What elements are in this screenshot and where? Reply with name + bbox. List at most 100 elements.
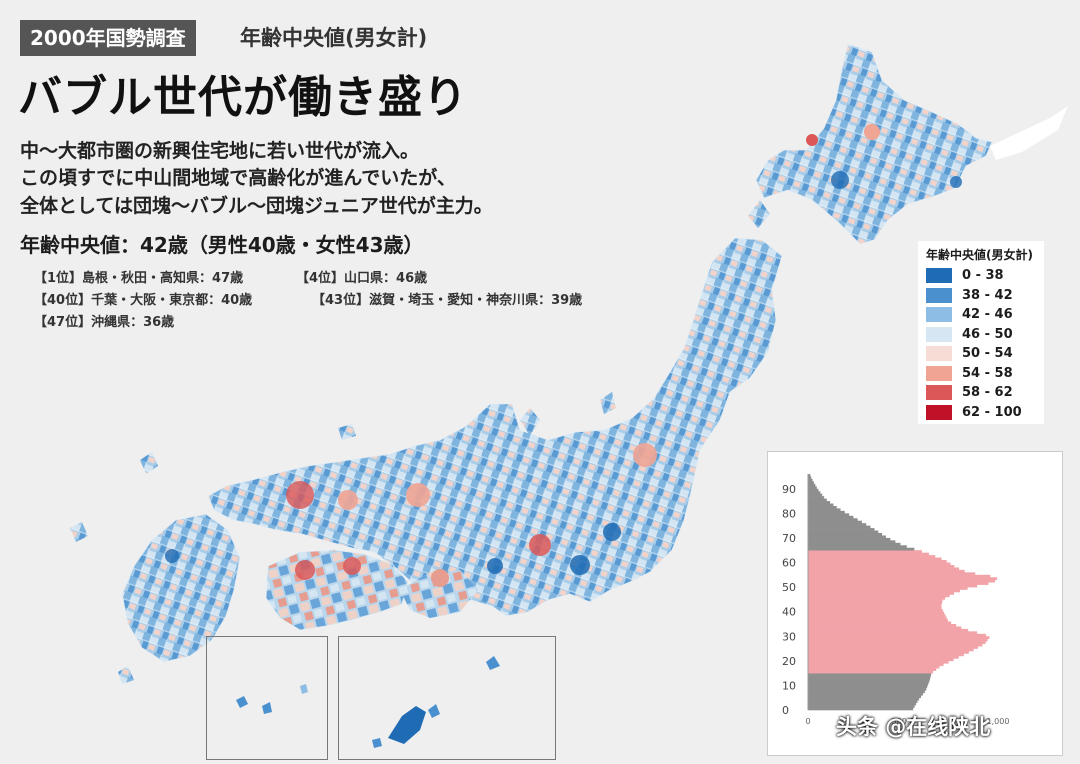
legend-label: 54 - 58	[962, 365, 1013, 381]
pyramid-bar	[808, 486, 817, 490]
pyramid-bar-working-age	[808, 651, 969, 654]
pyramid-bar-working-age	[808, 663, 944, 667]
pyramid-bar-working-age	[808, 665, 940, 669]
pyramid-bar-working-age	[808, 670, 934, 674]
pyramid-age-tick: 30	[782, 630, 796, 643]
pyramid-bar-working-age	[808, 589, 960, 593]
pyramid-bar	[808, 474, 811, 477]
pyramid-bar-working-age	[808, 569, 965, 573]
pyramid-bar	[808, 496, 825, 499]
pyramid-bar	[808, 678, 930, 681]
pyramid-bar-working-age	[808, 601, 942, 605]
pyramid-bar	[808, 478, 813, 482]
pyramid-bar-working-age	[808, 638, 988, 642]
inset-box-islands-2	[338, 636, 556, 760]
pyramid-bar	[808, 692, 923, 696]
age-pyramid-chart: 90 80 70 60 50 40 30 20 10 0 0 500,0 1,000	[782, 474, 1009, 726]
map-hotspots	[165, 124, 962, 587]
pyramid-bar-working-age	[808, 567, 960, 571]
inset-box-islands-1	[206, 636, 328, 760]
pyramid-bar	[808, 695, 922, 699]
legend-item: 54 - 58	[926, 364, 1036, 384]
kyushu-region	[121, 513, 241, 663]
pyramid-bar-working-age	[808, 623, 957, 627]
pyramid-bar	[808, 481, 814, 485]
pyramid-bar-working-age	[808, 619, 948, 622]
pyramid-bar-working-age	[808, 560, 947, 563]
legend-swatch	[926, 385, 952, 401]
pyramid-age-tick: 40	[782, 606, 796, 619]
pyramid-bar	[808, 682, 929, 686]
legend-item: 58 - 62	[926, 383, 1036, 403]
pyramid-bar	[808, 547, 915, 551]
pyramid-age-tick: 80	[782, 507, 796, 520]
ranking-item: 【1位】島根・秋田・高知県：47歳	[34, 271, 244, 286]
legend-label: 0 - 38	[962, 268, 1004, 284]
legend-label: 42 - 46	[962, 307, 1013, 323]
pyramid-bar-working-age	[808, 628, 969, 632]
legend-item: 38 - 42	[926, 286, 1036, 306]
pyramid-bar	[808, 673, 932, 676]
pyramid-bar	[808, 493, 823, 497]
pyramid-bar	[808, 503, 834, 507]
pyramid-bar	[808, 690, 925, 694]
legend-swatch	[926, 326, 952, 342]
legend-label: 50 - 54	[962, 346, 1013, 362]
body-line-2: この頃すでに中山間地域で高齢化が進んでいたが、	[20, 167, 456, 189]
pyramid-bar-working-age	[808, 555, 936, 558]
pyramid-age-tick: 10	[782, 679, 796, 692]
pyramid-bar	[808, 685, 928, 689]
pyramid-age-tick: 90	[782, 483, 796, 496]
pyramid-x-tick: 500,0	[892, 717, 915, 726]
pyramid-bar-working-age	[808, 584, 978, 588]
pyramid-age-tick: 70	[782, 532, 796, 545]
legend-label: 46 - 50	[962, 326, 1013, 342]
pyramid-bar	[808, 476, 812, 480]
pyramid-bar-working-age	[808, 599, 943, 603]
legend-items: 0 - 38 38 - 42 42 - 46 46 - 50 50 - 54 54 - 5…	[926, 266, 1036, 422]
legend-swatch	[926, 346, 952, 362]
pyramid-bar	[808, 530, 879, 534]
ranking-item: 【4位】山口県：46歳	[296, 271, 428, 286]
pyramid-bar-working-age	[808, 550, 922, 553]
pyramid-bar-working-age	[808, 616, 947, 620]
pyramid-bar	[808, 687, 927, 691]
legend-swatch	[926, 307, 952, 323]
pyramid-bar-working-age	[808, 641, 986, 644]
pyramid-bar-working-age	[808, 587, 968, 590]
pyramid-bar-working-age	[808, 626, 962, 630]
honshu-region	[207, 237, 783, 617]
legend-item: 0 - 38	[926, 266, 1036, 286]
age-pyramid-panel: 90 80 70 60 50 40 30 20 10 0 0 500,0 1,000	[767, 451, 1063, 756]
pyramid-bar	[808, 537, 891, 541]
legend-label: 38 - 42	[962, 287, 1013, 303]
pyramid-x-tick: 0	[805, 717, 810, 726]
legend-swatch	[926, 365, 952, 381]
ranking-item: 【47位】沖縄県：36歳	[34, 315, 175, 330]
pyramid-bar-working-age	[808, 564, 955, 568]
legend-item: 50 - 54	[926, 344, 1036, 364]
legend-title: 年齢中央値(男女計)	[926, 248, 1033, 262]
pyramid-bar	[808, 545, 907, 549]
pyramid-bar-working-age	[808, 609, 943, 612]
pyramid-bar-working-age	[808, 631, 978, 635]
pyramid-bar-working-age	[808, 577, 998, 581]
map-legend: 年齢中央値(男女計) 0 - 38 38 - 42 42 - 46 46 - 50 50…	[918, 241, 1044, 424]
pyramid-bar-working-age	[808, 653, 964, 657]
pyramid-bar	[808, 508, 841, 512]
inset-islands	[236, 656, 500, 748]
pyramid-age-tick: 50	[782, 581, 796, 594]
pyramid-bar-working-age	[808, 572, 976, 576]
pyramid-bar-working-age	[808, 594, 950, 598]
pyramid-age-tick: 20	[782, 655, 796, 668]
page-headline: バブル世代が働き盛り	[18, 72, 468, 123]
legend-item: 42 - 46	[926, 305, 1036, 325]
pyramid-bar-working-age	[808, 655, 959, 659]
pyramid-bar-working-age	[808, 668, 937, 671]
pyramid-bar	[808, 491, 821, 494]
pyramid-bar-working-age	[808, 562, 951, 566]
pyramid-bar-working-age	[808, 621, 952, 625]
pyramid-bar-working-age	[808, 606, 942, 610]
pyramid-bar	[808, 483, 816, 487]
pyramid-bar-working-age	[808, 582, 989, 585]
